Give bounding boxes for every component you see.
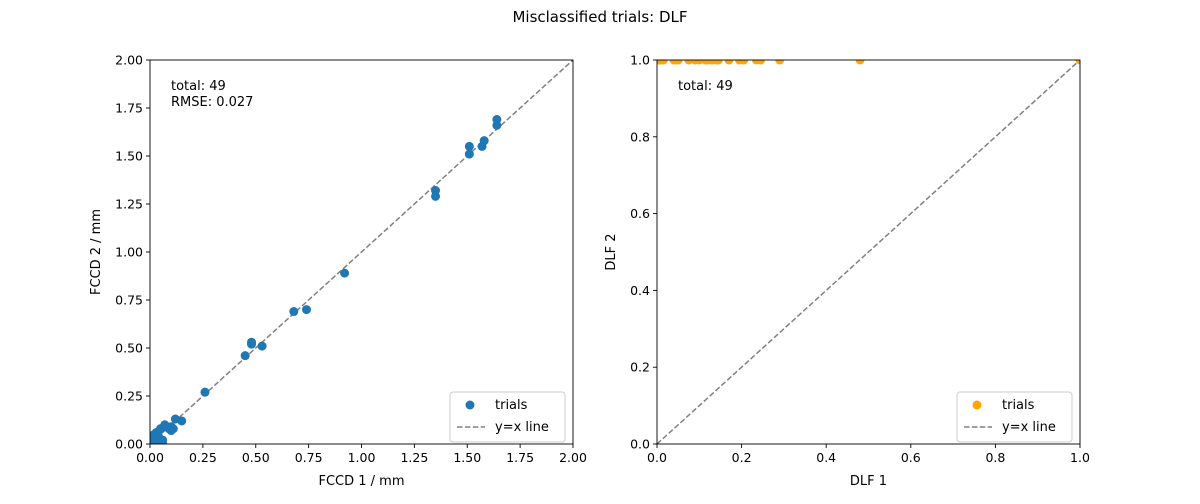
data-point [431,186,441,196]
annotation-text: RMSE: 0.027 [171,95,253,110]
annotation-text: total: 49 [171,79,226,94]
x-axis-label: FCCD 1 / mm [318,474,404,489]
data-point [775,60,785,65]
legend-marker-trials [465,400,475,410]
x-tick-label: 1.0 [1070,450,1090,465]
y-axis-label: FCCD 2 / mm [89,209,104,295]
data-point [713,60,723,65]
legend-label-line: y=x line [1002,420,1056,435]
y-tick-label: 0.0 [630,437,650,452]
legend: trials y=x line [449,391,566,443]
data-point [739,60,749,65]
y-tick-label: 0.8 [630,129,650,144]
data-point [673,60,683,65]
data-point [756,60,766,65]
x-tick-label: 2.00 [559,450,587,465]
y-tick-label: 1.75 [115,101,143,116]
data-point [464,149,474,159]
legend-label-line: y=x line [495,420,549,435]
data-point [340,268,350,278]
y-tick-label: 1.25 [115,197,143,212]
data-point [724,60,734,65]
x-tick-label: 1.00 [348,450,376,465]
plot-area [657,60,1080,444]
data-point [464,141,474,151]
x-tick-label: 0.00 [136,450,164,465]
data-point [479,136,489,146]
y-tick-label: 0.2 [630,360,650,375]
legend: trials y=x line [956,391,1073,443]
y-tick-label: 0.4 [630,283,650,298]
x-tick-label: 1.50 [453,450,481,465]
plot-dlf: 0.0 0.2 0.4 0.6 0.8 1.0 0.0 0.2 0.4 0.6 0.8 1.0 DLF … [604,53,1090,490]
x-tick-label: 0.50 [242,450,270,465]
x-tick-label: 0.0 [647,450,667,465]
data-point [289,307,299,317]
y-tick-label: 0.00 [115,437,143,452]
y-tick-label: 0.50 [115,341,143,356]
x-axis-label: DLF 1 [850,474,887,489]
y-tick-label: 0.75 [115,293,143,308]
x-tick-label: 0.6 [901,450,921,465]
data-point [658,60,668,65]
legend-label-trials: trials [495,398,528,413]
y-axis-label: DLF 2 [604,233,619,270]
y-tick-label: 1.50 [115,149,143,164]
yx-reference-line [657,60,1080,444]
y-tick-label: 0.25 [115,389,143,404]
data-point [855,60,865,65]
plot-area [150,60,573,444]
x-tick-label: 0.75 [295,450,323,465]
legend-label-trials: trials [1002,398,1035,413]
data-point [257,341,267,351]
x-tick-label: 0.25 [189,450,217,465]
data-point [168,424,178,434]
data-point [247,337,257,347]
data-point [240,351,250,361]
x-tick-label: 1.75 [506,450,534,465]
yx-reference-line [150,60,573,444]
x-tick-label: 0.8 [985,450,1005,465]
y-tick-label: 2.00 [115,53,143,68]
data-point [492,115,502,125]
y-tick-label: 1.00 [115,245,143,260]
x-tick-label: 0.4 [816,450,836,465]
data-point [158,439,168,444]
data-point [177,416,187,426]
figure-title: Misclassified trials: DLF [512,8,687,26]
data-point [302,305,312,315]
legend-box [449,391,566,443]
data-point [1075,60,1080,65]
x-tick-label: 1.25 [400,450,428,465]
y-tick-label: 0.6 [630,206,650,221]
annotation-text: total: 49 [678,79,733,94]
legend-marker-trials [972,400,982,410]
legend-box [956,391,1073,443]
plot-fccd: 0.00 0.25 0.50 0.75 1.00 1.25 1.50 1.75 2.00 0.00… [89,53,587,490]
y-tick-label: 1.0 [630,53,650,68]
data-point [200,387,210,397]
axes-frame [656,59,1081,445]
x-tick-label: 0.2 [732,450,752,465]
